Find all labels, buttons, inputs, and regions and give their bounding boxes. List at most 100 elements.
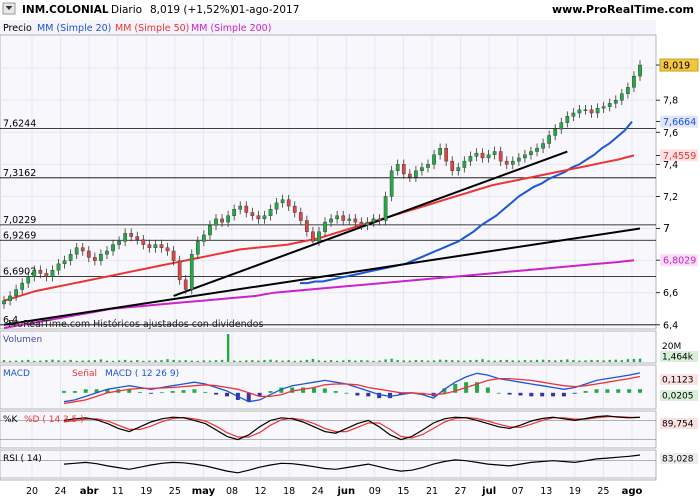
- rsi-value-box: 83,028: [660, 453, 698, 465]
- candle: [632, 71, 636, 93]
- candle: [250, 207, 255, 221]
- macd-hist-bar: [159, 392, 164, 394]
- candle: [607, 98, 612, 112]
- volume-panel[interactable]: [0, 330, 657, 364]
- volume-bar: [99, 359, 103, 362]
- candle: [638, 60, 642, 81]
- macd-panel[interactable]: [0, 364, 657, 410]
- macd-hist-bar: [148, 392, 153, 394]
- volume-bar: [275, 360, 278, 362]
- stoch-last: 89,754: [662, 420, 694, 430]
- candle: [298, 207, 303, 226]
- x-tick-label: jul: [481, 486, 496, 497]
- candle: [14, 284, 18, 301]
- macd-legend-params: MACD ( 12 26 9): [105, 369, 179, 379]
- volume-bar: [402, 360, 405, 362]
- macd-hist-bar: [290, 387, 295, 393]
- candle: [353, 214, 358, 227]
- candle: [20, 278, 25, 295]
- stoch-legend-d: %D ( 14 3 5 ): [24, 415, 84, 425]
- volume-bar: [384, 359, 387, 362]
- volume-bar: [493, 360, 496, 362]
- candle: [553, 124, 558, 141]
- volume-bar: [251, 360, 254, 362]
- macd-hist-bar: [561, 392, 566, 397]
- price-panel[interactable]: [0, 34, 657, 330]
- macd-legend-macd: MACD: [3, 369, 30, 379]
- candle: [268, 204, 273, 221]
- volume-bar: [554, 360, 557, 362]
- volume-bar: [57, 360, 60, 362]
- x-tick-label: 08: [226, 486, 238, 497]
- candle: [177, 255, 182, 285]
- volume-bar: [105, 360, 109, 362]
- volume-bar: [232, 360, 236, 362]
- volume-bar: [541, 359, 545, 362]
- price-series: [2, 60, 642, 329]
- candle: [595, 103, 600, 118]
- volume-bar: [511, 360, 514, 362]
- macd-hist-bar: [138, 391, 143, 393]
- volume-bar: [111, 360, 115, 362]
- volume-bar: [451, 360, 454, 362]
- volume-bar: [154, 360, 157, 362]
- macd-hist-bar: [474, 382, 479, 393]
- volume-bar: [547, 360, 551, 362]
- legend-mm50: MM (Simple 50): [115, 23, 189, 34]
- level-label: 7,6244: [3, 118, 36, 129]
- candle: [123, 228, 127, 247]
- volume-bar: [444, 359, 448, 362]
- candle: [99, 249, 103, 266]
- watermark: ProRealTime.com Históricos ajustados con…: [8, 319, 263, 330]
- macd-hist-bar: [605, 389, 610, 393]
- candle: [117, 236, 121, 250]
- x-tick-label: 19: [569, 486, 581, 497]
- volume-bar: [287, 360, 290, 362]
- volume-bar: [178, 360, 181, 362]
- volume-bar: [560, 359, 563, 362]
- macd-hist-bar: [355, 392, 360, 396]
- candle: [335, 210, 339, 224]
- macd-hist-bar: [311, 387, 316, 393]
- grid: [0, 36, 656, 479]
- candle: [401, 159, 406, 179]
- volume-bar: [184, 360, 187, 362]
- volume-bar: [614, 359, 617, 362]
- volume-bar: [39, 360, 42, 362]
- volume-bar: [190, 360, 193, 362]
- stoch-k-line: [63, 415, 641, 441]
- trendline: [3, 227, 641, 326]
- candle: [317, 226, 321, 247]
- candle: [141, 234, 146, 250]
- volume-bar: [487, 360, 490, 362]
- macd-hist-bar: [344, 392, 349, 394]
- volume-bar: [196, 360, 200, 362]
- macd-hist-bar: [225, 392, 230, 397]
- candle: [365, 217, 370, 231]
- volume-bar: [348, 359, 351, 362]
- candle: [232, 204, 237, 221]
- volume-bar: [8, 360, 12, 362]
- volume-bar: [214, 360, 218, 362]
- dropdown-arrow-icon: [5, 6, 13, 10]
- level-label: 7,3162: [3, 168, 36, 179]
- volume-bar: [69, 359, 72, 362]
- candle: [32, 265, 37, 282]
- macd-hist-bar: [529, 392, 534, 397]
- volume-bar: [123, 359, 127, 362]
- macd-hist-bar: [62, 391, 66, 393]
- macd-hist-bar: [94, 389, 99, 393]
- volume-bar: [305, 359, 309, 362]
- rsi-panel[interactable]: [0, 449, 657, 481]
- candle: [565, 111, 570, 128]
- x-tick-label: 09: [369, 486, 381, 497]
- x-tick-label: abr: [80, 486, 99, 497]
- volume-bar: [33, 360, 36, 362]
- candle: [371, 214, 376, 227]
- macd-hist-bar: [453, 383, 458, 393]
- y-tick-label: 7,6664: [663, 117, 696, 128]
- macd-hist-bar: [257, 392, 262, 397]
- volume-bar: [372, 360, 375, 362]
- volume-bar: [136, 360, 139, 362]
- candle: [383, 191, 388, 226]
